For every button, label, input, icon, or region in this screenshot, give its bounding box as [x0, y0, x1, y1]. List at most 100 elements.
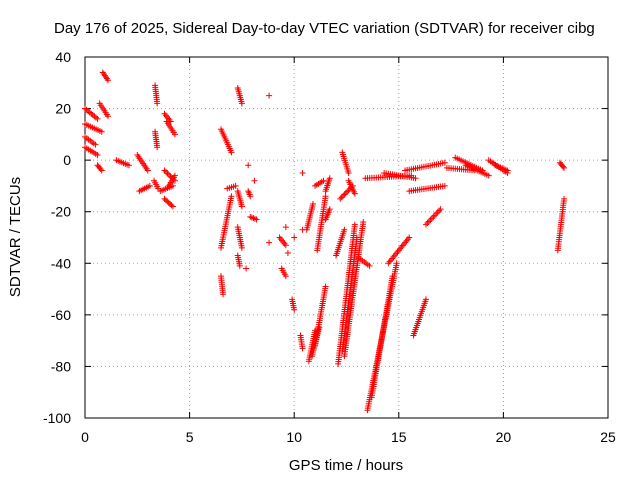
- data-point: [161, 167, 168, 174]
- data-point: [322, 193, 329, 200]
- data-point: [360, 219, 367, 226]
- x-tick-label: 5: [186, 429, 194, 445]
- data-point: [171, 131, 178, 138]
- data-point: [366, 262, 373, 269]
- data-point: [342, 190, 349, 197]
- x-tick-label: 10: [286, 429, 302, 445]
- data-point: [340, 192, 347, 199]
- data-point: [341, 226, 348, 233]
- data-point: [422, 296, 429, 303]
- data-point: [228, 193, 235, 200]
- data-point: [346, 185, 353, 192]
- data-point: [345, 187, 352, 194]
- x-tick-label: 25: [600, 429, 616, 445]
- data-point: [98, 128, 105, 135]
- data-point: [247, 193, 254, 200]
- data-point: [437, 206, 444, 213]
- data-point: [322, 283, 329, 290]
- data-point: [266, 92, 273, 99]
- data-point: [251, 177, 258, 184]
- data-point: [146, 182, 153, 189]
- data-point: [485, 172, 492, 179]
- data-point: [338, 194, 345, 201]
- data-point: [161, 195, 168, 202]
- data-point: [282, 224, 289, 231]
- data-point: [504, 167, 511, 174]
- data-point: [389, 273, 396, 280]
- data-point: [98, 167, 105, 174]
- data-point: [220, 291, 227, 298]
- y-axis-title: SDTVAR / TECUs: [7, 177, 24, 297]
- data-point: [561, 164, 568, 171]
- data-point: [125, 162, 132, 169]
- data-point: [97, 166, 104, 173]
- data-point: [232, 182, 239, 189]
- data-point: [253, 216, 260, 223]
- data-point: [154, 144, 161, 151]
- x-axis-title: GPS time / hours: [289, 457, 403, 474]
- data-point: [236, 262, 243, 269]
- data-point: [299, 226, 306, 233]
- data-point: [162, 168, 169, 175]
- data-point: [441, 182, 448, 189]
- data-point: [393, 260, 400, 267]
- data-point: [92, 141, 99, 148]
- data-point: [169, 203, 176, 210]
- data-point: [299, 345, 306, 352]
- data-point: [349, 182, 356, 189]
- axis-ticks: 0 5 10 15 20 25 -100 -80 -60 -40 -20 0 20 40: [43, 49, 616, 445]
- data-point: [164, 170, 171, 177]
- data-point: [337, 195, 344, 202]
- data-point: [351, 190, 358, 197]
- data-point: [282, 242, 289, 249]
- data-point: [345, 170, 352, 177]
- data-point: [167, 200, 174, 207]
- data-point: [291, 306, 298, 313]
- data-points: [82, 69, 568, 414]
- data-point: [266, 239, 273, 246]
- data-point: [344, 188, 351, 195]
- y-tick-label: -80: [51, 358, 71, 374]
- data-point: [165, 171, 172, 178]
- data-point: [245, 162, 252, 169]
- y-tick-label: -20: [51, 204, 71, 220]
- data-point: [238, 203, 245, 210]
- data-point: [94, 151, 101, 158]
- data-point: [351, 221, 358, 228]
- data-point: [561, 195, 568, 202]
- y-tick-label: 0: [63, 152, 71, 168]
- data-point: [154, 100, 161, 107]
- y-tick-label: -60: [51, 307, 71, 323]
- data-point: [164, 198, 171, 205]
- data-point: [341, 191, 348, 198]
- data-point: [282, 273, 289, 280]
- data-point: [560, 163, 567, 170]
- data-point: [243, 265, 250, 272]
- data-point: [105, 113, 112, 120]
- x-tick-label: 15: [391, 429, 407, 445]
- data-point: [162, 197, 169, 204]
- data-point: [291, 234, 298, 241]
- data-point: [238, 100, 245, 107]
- y-tick-label: 40: [55, 49, 71, 65]
- data-point: [94, 115, 101, 122]
- data-point: [310, 200, 317, 207]
- data-point: [238, 244, 245, 251]
- chart-title: Day 176 of 2025, Sidereal Day-to-day VTE…: [54, 20, 595, 37]
- data-point: [105, 77, 112, 84]
- data-point: [168, 202, 175, 209]
- data-point: [299, 170, 306, 177]
- y-tick-label: 20: [55, 101, 71, 117]
- y-tick-label: -100: [43, 410, 71, 426]
- data-point: [348, 184, 355, 191]
- x-tick-label: 20: [496, 429, 512, 445]
- x-tick-label: 0: [81, 429, 89, 445]
- data-point: [228, 149, 235, 156]
- data-point: [165, 199, 172, 206]
- data-point: [412, 175, 419, 182]
- plot-frame: [84, 56, 609, 419]
- data-point: [326, 206, 333, 213]
- data-point: [406, 234, 413, 241]
- data-point: [171, 172, 178, 179]
